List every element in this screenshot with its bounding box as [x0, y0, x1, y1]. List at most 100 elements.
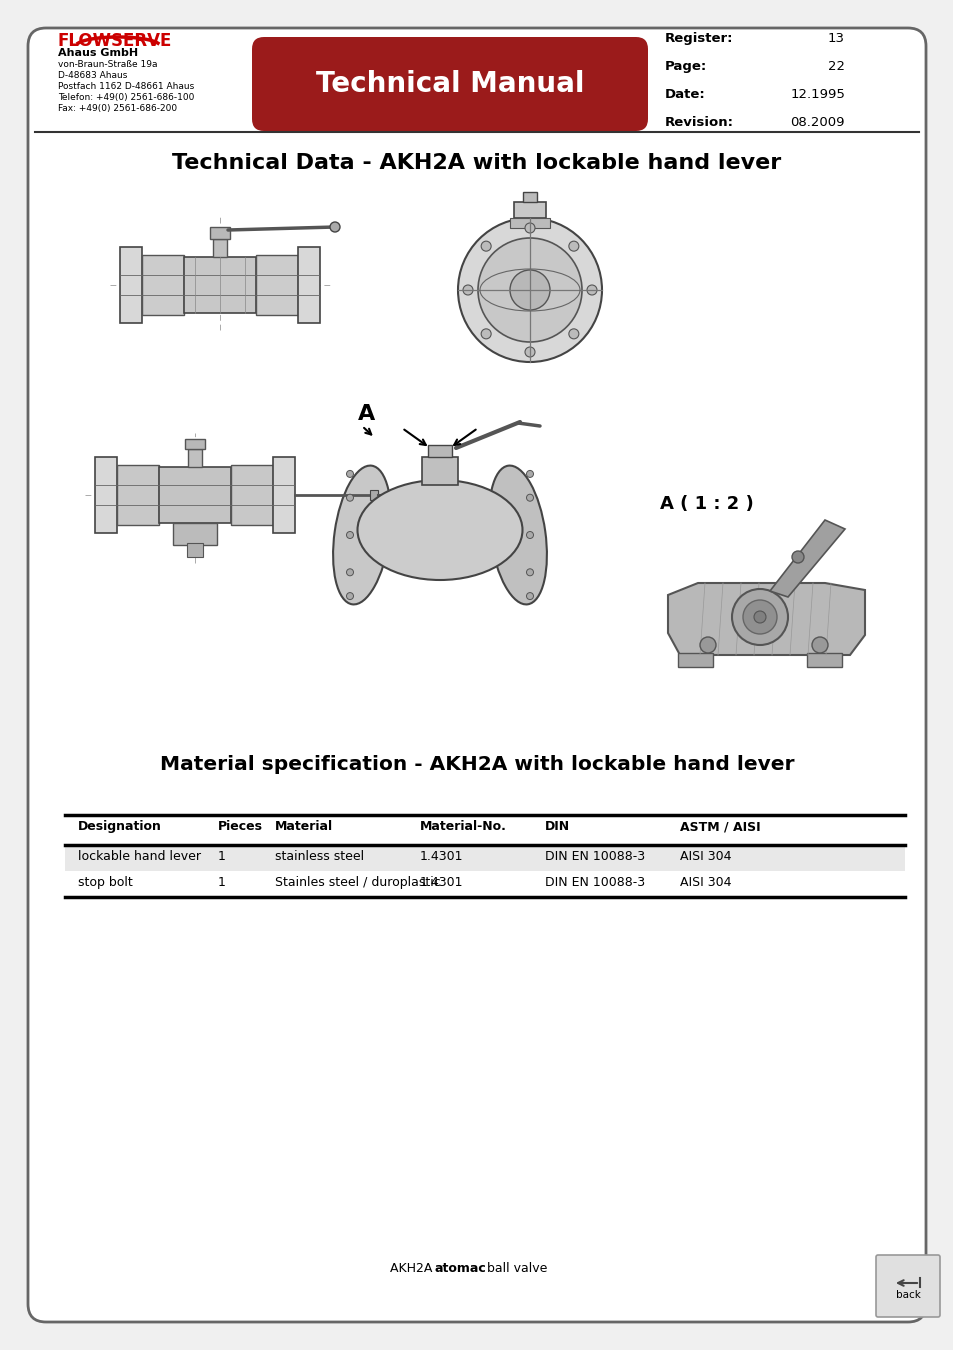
Text: Revision:: Revision: — [664, 116, 733, 130]
FancyBboxPatch shape — [252, 36, 647, 131]
Text: Material specification - AKH2A with lockable hand lever: Material specification - AKH2A with lock… — [159, 755, 794, 774]
Circle shape — [753, 612, 765, 622]
Text: DIN: DIN — [544, 819, 570, 833]
Circle shape — [480, 329, 491, 339]
Bar — [678, 653, 712, 667]
Text: AISI 304: AISI 304 — [679, 850, 731, 863]
Text: Material-No.: Material-No. — [419, 819, 506, 833]
Text: 1: 1 — [218, 876, 226, 890]
Text: von-Braun-Straße 19a: von-Braun-Straße 19a — [58, 59, 157, 69]
Text: Telefon: +49(0) 2561-686-100: Telefon: +49(0) 2561-686-100 — [58, 93, 194, 103]
Bar — [213, 239, 227, 256]
Circle shape — [731, 589, 787, 645]
Text: 22: 22 — [827, 59, 844, 73]
Circle shape — [346, 494, 354, 501]
Bar — [428, 446, 452, 458]
Polygon shape — [667, 583, 864, 655]
Bar — [273, 458, 294, 533]
Circle shape — [700, 637, 716, 653]
Text: stainless steel: stainless steel — [274, 850, 364, 863]
Bar — [159, 467, 231, 522]
Ellipse shape — [489, 466, 546, 605]
Text: stop bolt: stop bolt — [78, 876, 132, 890]
Circle shape — [462, 285, 473, 296]
Bar — [185, 439, 205, 450]
Text: 1.4301: 1.4301 — [419, 876, 463, 890]
Text: 08.2009: 08.2009 — [790, 116, 844, 130]
Bar — [522, 192, 537, 202]
Circle shape — [526, 470, 533, 478]
Bar — [184, 256, 255, 313]
Bar — [514, 202, 545, 217]
Circle shape — [586, 285, 597, 296]
Bar — [65, 871, 904, 896]
Circle shape — [526, 494, 533, 501]
Circle shape — [346, 470, 354, 478]
Circle shape — [791, 551, 803, 563]
Text: D-48683 Ahaus: D-48683 Ahaus — [58, 72, 128, 80]
Circle shape — [526, 532, 533, 539]
Text: A: A — [357, 404, 375, 424]
Bar — [806, 653, 841, 667]
Circle shape — [477, 238, 581, 342]
Bar — [210, 227, 230, 239]
Bar — [510, 217, 550, 228]
Text: DIN EN 10088-3: DIN EN 10088-3 — [544, 850, 644, 863]
Text: A ( 1 : 2 ): A ( 1 : 2 ) — [659, 495, 753, 513]
Circle shape — [346, 532, 354, 539]
Bar — [188, 450, 202, 467]
FancyBboxPatch shape — [875, 1256, 939, 1318]
Text: Technical Manual: Technical Manual — [315, 70, 583, 99]
Text: Ahaus GmbH: Ahaus GmbH — [58, 49, 138, 58]
Circle shape — [510, 270, 550, 310]
Text: AISI 304: AISI 304 — [679, 876, 731, 890]
Bar — [142, 255, 184, 315]
Text: Fax: +49(0) 2561-686-200: Fax: +49(0) 2561-686-200 — [58, 104, 177, 113]
Circle shape — [480, 242, 491, 251]
Bar — [421, 458, 457, 485]
Text: 12.1995: 12.1995 — [789, 88, 844, 101]
Text: 1: 1 — [218, 850, 226, 863]
Text: Technical Data - AKH2A with lockable hand lever: Technical Data - AKH2A with lockable han… — [172, 153, 781, 173]
Text: Pieces: Pieces — [218, 819, 263, 833]
Text: ASTM / AISI: ASTM / AISI — [679, 819, 760, 833]
Text: back: back — [895, 1291, 920, 1300]
Ellipse shape — [333, 466, 391, 605]
Circle shape — [524, 223, 535, 234]
Text: AKH2A -: AKH2A - — [390, 1262, 444, 1274]
Text: Material: Material — [274, 819, 333, 833]
Circle shape — [526, 568, 533, 576]
Circle shape — [346, 593, 354, 599]
Bar — [370, 490, 377, 500]
Text: Designation: Designation — [78, 819, 162, 833]
Bar — [231, 464, 273, 525]
Text: DIN EN 10088-3: DIN EN 10088-3 — [544, 876, 644, 890]
Circle shape — [526, 593, 533, 599]
Circle shape — [568, 329, 578, 339]
Text: lockable hand lever: lockable hand lever — [78, 850, 201, 863]
Circle shape — [568, 242, 578, 251]
Text: Stainles steel / duroplastic: Stainles steel / duroplastic — [274, 876, 440, 890]
Text: 1.4301: 1.4301 — [419, 850, 463, 863]
Bar — [120, 247, 142, 323]
Text: 13: 13 — [827, 32, 844, 45]
Bar — [65, 845, 904, 871]
Text: Page:: Page: — [664, 59, 706, 73]
Bar — [95, 458, 117, 533]
Circle shape — [346, 568, 354, 576]
Circle shape — [524, 347, 535, 356]
Circle shape — [457, 217, 601, 362]
Bar — [297, 247, 319, 323]
Bar — [117, 464, 159, 525]
Text: Register:: Register: — [664, 32, 733, 45]
Text: Date:: Date: — [664, 88, 705, 101]
Text: Postfach 1162 D-48661 Ahaus: Postfach 1162 D-48661 Ahaus — [58, 82, 194, 90]
Bar — [172, 522, 216, 545]
Circle shape — [811, 637, 827, 653]
Bar — [255, 255, 297, 315]
Circle shape — [330, 221, 339, 232]
Text: ball valve: ball valve — [482, 1262, 547, 1274]
Bar — [187, 543, 203, 558]
FancyBboxPatch shape — [28, 28, 925, 1322]
Text: atomac: atomac — [435, 1262, 486, 1274]
